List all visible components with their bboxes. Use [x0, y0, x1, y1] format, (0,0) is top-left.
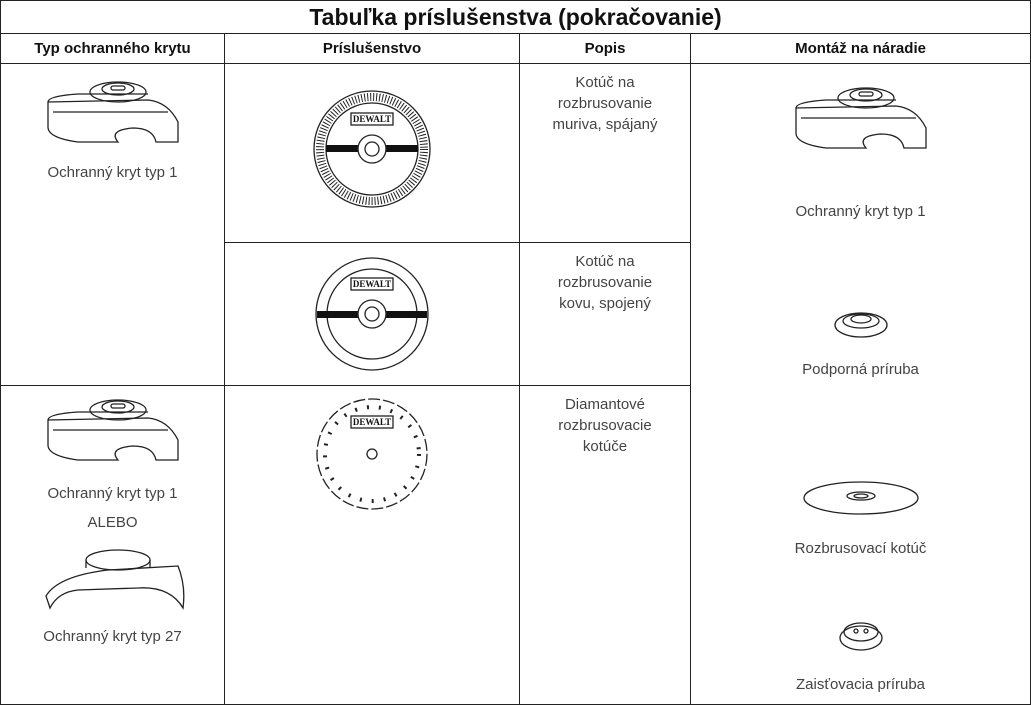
guard-cell: Ochranný kryt typ 1: [0, 63, 225, 386]
description-cell: Kotúč na rozbrusovanie muriva, spájaný: [519, 63, 691, 243]
mounting-label: Podporná príruba: [802, 361, 919, 378]
backing-flange-icon: [833, 312, 888, 338]
description-cell: Kotúč na rozbrusovanie kovu, spojený: [519, 242, 691, 386]
guard-cell: Ochranný kryt typ 1 ALEBO Ochranný kryt …: [0, 385, 225, 705]
header: Popis: [519, 33, 691, 64]
brand-logo: DEWALT: [353, 114, 391, 124]
mounting-label: Rozbrusovací kotúč: [794, 540, 927, 557]
header: Typ ochranného krytu: [0, 33, 225, 64]
masonry-disc-icon: DEWALT: [313, 90, 431, 208]
metal-disc-icon: DEWALT: [315, 257, 429, 371]
accessory-cell: DEWALT: [224, 63, 520, 243]
table-title: Tabuľka príslušenstva (pokračovanie): [0, 0, 1031, 34]
diamond-disc-icon: DEWALT: [316, 398, 428, 510]
accessory-cell: DEWALT: [224, 242, 520, 386]
mounting-label: Zaisťovacia príruba: [796, 676, 926, 693]
brand-logo: DEWALT: [353, 417, 391, 427]
description: Kotúč na rozbrusovanie muriva, spájaný: [552, 74, 658, 133]
mounting-cell: Ochranný kryt typ 1 Podporná príruba Roz…: [689, 63, 1031, 705]
guard-label: Ochranný kryt typ 1: [47, 164, 178, 181]
header: Príslušenstvo: [224, 33, 520, 64]
description: Diamantové rozbrusovacie kotúče: [558, 396, 652, 455]
brand-logo: DEWALT: [353, 279, 391, 289]
description: Kotúč na rozbrusovanie kovu, spojený: [557, 253, 653, 312]
lock-flange-icon: [838, 622, 883, 651]
guard-type1-icon: [46, 81, 179, 143]
guard-type1-icon: [46, 399, 179, 461]
header: Montáž na náradie: [689, 33, 1031, 64]
guard-label: ALEBO: [87, 514, 138, 531]
mounting-label: Ochranný kryt typ 1: [795, 203, 926, 220]
guard-type1-icon: [794, 87, 927, 149]
accessory-cell: DEWALT: [224, 385, 520, 705]
guard-type27-icon: [44, 549, 184, 610]
description-cell: Diamantové rozbrusovacie kotúče: [519, 385, 691, 705]
guard-label: Ochranný kryt typ 1: [47, 485, 178, 502]
guard-label: Ochranný kryt typ 27: [43, 628, 182, 645]
cutting-disc-icon: [802, 481, 919, 515]
